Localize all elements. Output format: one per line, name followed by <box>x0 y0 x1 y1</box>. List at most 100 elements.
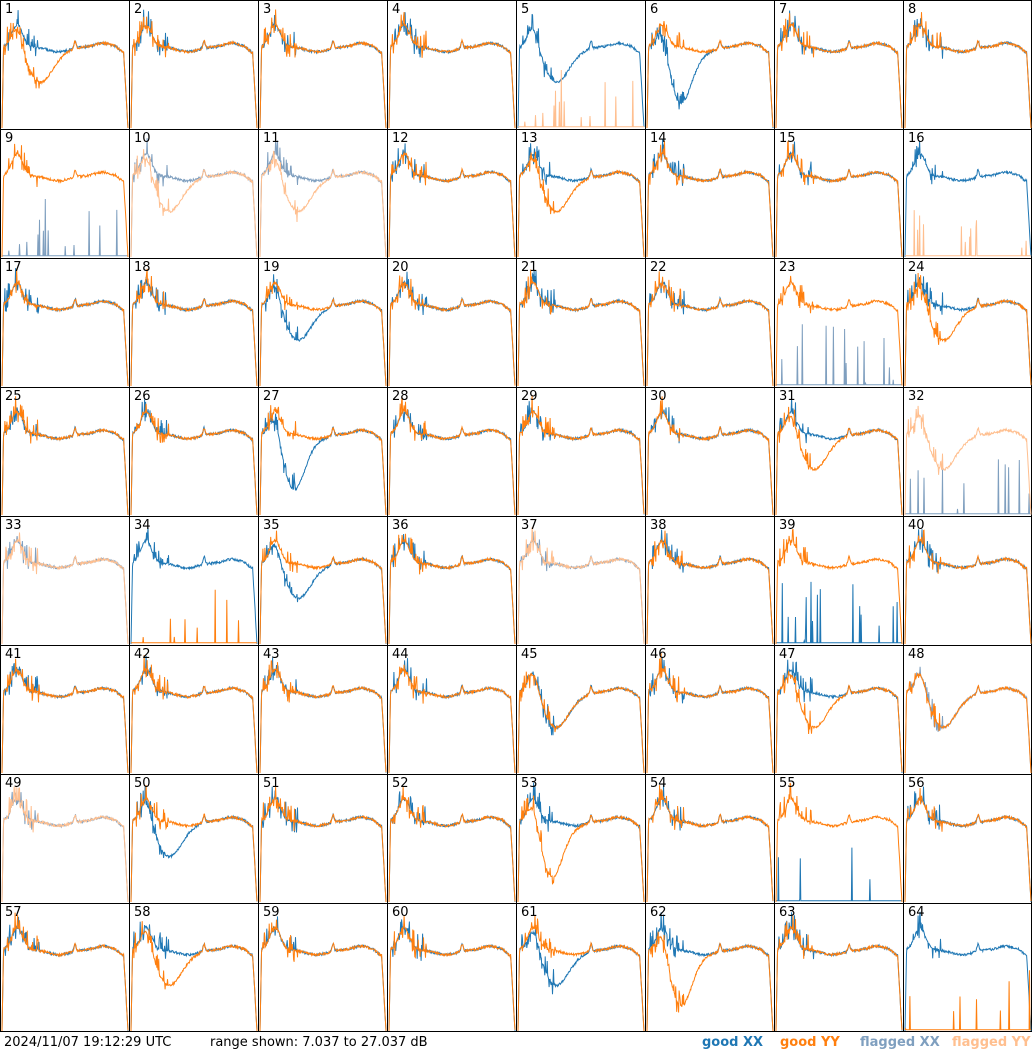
panel-plot <box>904 140 1032 258</box>
panel-label: 3 <box>263 2 272 17</box>
panel-label: 4 <box>392 2 401 17</box>
spectrum-panel: 28 <box>387 387 516 516</box>
spectrum-panel: 23 <box>774 258 903 387</box>
spectrum-panel: 62 <box>645 903 774 1032</box>
spectrum-panel: 10 <box>129 129 258 258</box>
series-line-yy <box>646 271 774 387</box>
panel-plot <box>1 396 129 516</box>
panel-plot <box>1 786 129 903</box>
series-line-xx <box>1 10 129 129</box>
panel-plot <box>775 397 903 516</box>
panel-label: 48 <box>908 647 925 662</box>
series-line-yy <box>775 670 903 774</box>
panel-plot <box>130 399 258 516</box>
spectrum-panel: 31 <box>774 387 903 516</box>
spectrum-panel: 26 <box>129 387 258 516</box>
spectrum-panel: 60 <box>387 903 516 1032</box>
spectrum-panel: 40 <box>903 516 1032 645</box>
series-line-xx <box>904 140 1032 258</box>
series-line-xx <box>259 410 387 516</box>
panel-label: 16 <box>908 131 925 146</box>
series-line-xx <box>388 533 516 645</box>
panel-plot <box>1 143 129 258</box>
series-line-yy <box>904 529 1032 645</box>
panel-plot <box>904 911 1032 1032</box>
panel-plot <box>259 916 387 1032</box>
series-line-yy <box>646 530 774 645</box>
series-line-xx <box>1 916 129 1032</box>
spectrum-panel: 25 <box>0 387 129 516</box>
panel-plot <box>259 786 387 903</box>
panel-plot <box>388 533 516 645</box>
spectrum-panel: 12 <box>387 129 516 258</box>
panel-label: 10 <box>134 131 151 146</box>
series-line-yy <box>646 931 774 1032</box>
panel-label: 63 <box>779 905 796 920</box>
panel-plot <box>388 787 516 903</box>
spectrum-panel: 35 <box>258 516 387 645</box>
spectrum-panel: 18 <box>129 258 258 387</box>
panel-plot <box>259 530 387 645</box>
panel-plot <box>646 784 774 903</box>
panel-label: 26 <box>134 389 151 404</box>
series-line-yy <box>517 671 645 774</box>
series-line-yy <box>130 149 258 258</box>
panel-plot <box>388 143 516 258</box>
panel-label: 9 <box>5 131 14 146</box>
series-line-xx <box>2 198 128 257</box>
spectrum-panel: 58 <box>129 903 258 1032</box>
series-line-yy <box>646 140 774 258</box>
panel-plot <box>130 655 258 774</box>
spectrum-panel: 3 <box>258 0 387 129</box>
series-line-yy <box>259 9 387 129</box>
panel-label: 36 <box>392 518 409 533</box>
series-line-xx <box>517 671 645 774</box>
spectrum-panel: 2 <box>129 0 258 129</box>
series-line-yy <box>259 787 387 903</box>
series-line-xx <box>517 269 645 387</box>
spectrum-panel: 30 <box>645 387 774 516</box>
panel-label: 61 <box>521 905 538 920</box>
panel-label: 46 <box>650 647 667 662</box>
series-line-xx <box>776 581 902 644</box>
panel-plot <box>1 10 129 129</box>
panel-plot <box>646 271 774 387</box>
series-line-xx <box>1 662 129 774</box>
series-line-yy <box>775 140 903 258</box>
spectrum-panel: 57 <box>0 903 129 1032</box>
spectrum-panel: 49 <box>0 774 129 903</box>
panel-plot <box>646 139 774 258</box>
spectrum-panel: 13 <box>516 129 645 258</box>
spectrum-panel: 1 <box>0 0 129 129</box>
series-line-yy <box>904 272 1032 387</box>
series-line-yy <box>259 405 387 516</box>
panel-plot <box>388 658 516 774</box>
series-line-yy <box>388 275 516 387</box>
panel-label: 14 <box>650 131 667 146</box>
panel-label: 17 <box>5 260 22 275</box>
series-line-yy <box>775 915 903 1031</box>
panel-label: 45 <box>521 647 538 662</box>
series-line-yy <box>388 787 516 903</box>
panel-plot <box>775 528 903 645</box>
spectrum-panel: 5 <box>516 0 645 129</box>
panel-label: 5 <box>521 2 530 17</box>
panel-label: 38 <box>650 518 667 533</box>
panel-plot <box>517 13 645 129</box>
panel-label: 54 <box>650 776 667 791</box>
panel-label: 25 <box>5 389 22 404</box>
panel-plot <box>517 395 645 516</box>
panel-label: 13 <box>521 131 538 146</box>
spectrum-panel: 47 <box>774 645 903 774</box>
series-line-yy <box>130 403 258 516</box>
panel-label: 40 <box>908 518 925 533</box>
panel-label: 24 <box>908 260 925 275</box>
legend-flagged-xx: flagged XX <box>860 1035 940 1050</box>
series-line-yy <box>646 785 774 903</box>
series-line-yy <box>775 13 903 129</box>
spectrum-panel: 6 <box>645 0 774 129</box>
panel-label: 11 <box>263 131 280 146</box>
panel-plot <box>517 527 645 645</box>
series-line-yy <box>904 970 1031 1031</box>
